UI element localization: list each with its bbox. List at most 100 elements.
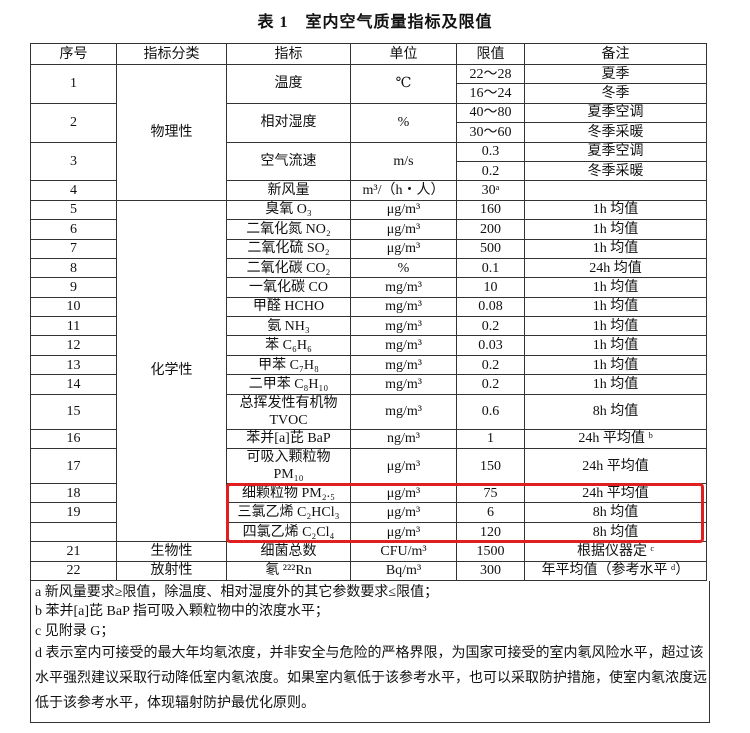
note-cell: 1h 均值: [524, 219, 707, 240]
limit-value-cell: 0.2: [456, 316, 525, 337]
category-cell: 放射性: [116, 560, 227, 581]
unit-cell: %: [350, 257, 457, 279]
row-number: 19: [30, 502, 117, 523]
unit-cell: mg/m³: [350, 374, 457, 395]
limit-value-cell: 0.1: [456, 257, 525, 279]
table-row: 30～60 冬季采暖: [31, 122, 707, 143]
table-row: 10 甲醛 HCHO mg/m³ 0.08 1h 均值: [30, 296, 707, 318]
indicator-cell: 氨 NH₃: [226, 316, 351, 337]
indicator-cell: 二氧化碳 CO₂: [226, 257, 351, 279]
note-cell: 8h 均值: [524, 502, 707, 523]
limit-value-cell: 200: [456, 219, 525, 240]
row-number: 15: [30, 393, 117, 430]
unit-cell: μg/m³: [350, 199, 457, 221]
indicator-cell: 温度: [226, 64, 351, 104]
note-cell: 24h 平均值: [524, 483, 707, 504]
row-number: 6: [30, 219, 117, 240]
unit-cell: Bq/m³: [350, 560, 457, 581]
indicator-cell: 细颗粒物 PM₂.₅: [226, 483, 351, 504]
note-cell: 夏季: [524, 63, 707, 85]
row-number: 14: [30, 374, 117, 395]
row-number: 22: [30, 560, 117, 581]
table-row: 18 细颗粒物 PM₂.₅ μg/m³ 75 24h 平均值: [30, 483, 707, 504]
table-row: 14 二甲苯 C₈H₁₀ mg/m³ 0.2 1h 均值: [30, 374, 707, 395]
indoor-air-quality-table-container: 序号 指标分类 指标 单位 限值 备注 1 物理性 温度 ℃ 22～28 夏季 16～24 冬…: [30, 43, 710, 724]
note-cell: 1h 均值: [524, 335, 707, 356]
table-row: 0.2 冬季采暖: [31, 160, 707, 182]
unit-cell: CFU/m³: [350, 541, 457, 562]
row-number: 9: [30, 277, 117, 298]
table-row: 6 二氧化氮 NO₂ μg/m³ 200 1h 均值: [30, 219, 707, 240]
table-row: 1 物理性 温度 ℃ 22～28 夏季: [30, 63, 707, 201]
limit-value-cell: 0.6: [456, 393, 525, 430]
limit-value-cell: 0.2: [456, 160, 525, 182]
unit-cell: %: [350, 102, 457, 143]
indicator-cell: 相对湿度: [226, 102, 351, 143]
unit-cell: m/s: [350, 141, 457, 182]
limit-value-cell: 1500: [456, 541, 525, 562]
footnote-c: c 见附录 G；: [35, 623, 115, 639]
note-cell: 1h 均值: [524, 277, 707, 298]
row-number: 18: [30, 483, 117, 504]
row-number: 5: [30, 199, 117, 221]
table-row: 19 三氯乙烯 C₂HCl₃ μg/m³ 6 8h 均值: [30, 502, 707, 523]
table-row: 22 放射性氡 ²²²Rn Bq/m³ 300 年平均值（参考水平 ᵈ）: [30, 560, 707, 581]
unit-cell: mg/m³: [350, 316, 457, 337]
indicator-cell: 二甲苯 C₈H₁₀: [226, 374, 351, 395]
row-number: 1: [30, 64, 117, 104]
footnote-d: d 表示室内可接受的最大年均氡浓度，并非安全与危险的严格界限，为国家可接受的室内…: [35, 646, 707, 712]
row-number: 3: [30, 141, 117, 182]
unit-cell: mg/m³: [350, 296, 457, 318]
limit-value-cell: 150: [456, 448, 525, 485]
unit-cell: μg/m³: [350, 483, 457, 504]
limit-value-cell: 30～60: [456, 122, 525, 143]
table-row: 2 相对湿度% 40～80 夏季空调: [30, 102, 707, 143]
note-cell: 冬季采暖: [524, 122, 707, 143]
note-cell: 24h 平均值: [524, 448, 707, 485]
limit-value-cell: 6: [456, 502, 525, 523]
limit-value-cell: 1: [456, 428, 525, 450]
table-row: 5 化学性 臭氧 O₃ μg/m³ 160 1h 均值: [30, 199, 707, 543]
row-number: [30, 521, 117, 543]
note-cell: 夏季空调: [524, 102, 707, 124]
limit-value-cell: 0.03: [456, 335, 525, 356]
note-cell: 8h 均值: [524, 393, 707, 430]
table-row: 17 可吸入颗粒物 PM₁₀ μg/m³ 150 24h 平均值: [30, 448, 707, 485]
row-number: 16: [30, 428, 117, 450]
footnotes: a 新风量要求≥限值，除温度、相对湿度外的其它参数要求≤限值； b 苯并[a]芘…: [30, 580, 710, 724]
indicator-cell: 总挥发性有机物 TVOC: [226, 393, 351, 430]
footnote-b: b 苯并[a]芘 BaP 指可吸入颗粒物中的浓度水平；: [35, 604, 329, 620]
unit-cell: m³/（h・人）: [350, 180, 457, 201]
note-cell: 1h 均值: [524, 374, 707, 395]
row-number: 2: [30, 102, 117, 143]
note-cell: 1h 均值: [524, 296, 707, 318]
row-number: 13: [30, 354, 117, 376]
indicator-cell: 一氧化碳 CO: [226, 277, 351, 298]
row-number: 21: [30, 541, 117, 562]
unit-cell: μg/m³: [350, 502, 457, 523]
indicator-cell: 四氯乙烯 C₂Cl₄: [226, 521, 351, 543]
unit-cell: μg/m³: [350, 521, 457, 543]
row-number: 4: [30, 180, 117, 201]
header-no: 序号: [30, 43, 117, 65]
note-cell: 24h 平均值 ᵇ: [524, 428, 707, 450]
note-cell: 根据仪器定 ᶜ: [524, 541, 707, 562]
unit-cell: mg/m³: [350, 277, 457, 298]
limit-value-cell: 0.3: [456, 141, 525, 162]
unit-cell: μg/m³: [350, 219, 457, 240]
row-number: 17: [30, 448, 117, 485]
table-row: 4 新风量 m³/（h・人） 30ᵃ: [30, 180, 707, 201]
indicator-cell: 可吸入颗粒物 PM₁₀: [226, 448, 351, 485]
limit-value-cell: 16～24: [456, 83, 525, 104]
indicator-cell: 苯 C₆H₆: [226, 335, 351, 356]
note-cell: 1h 均值: [524, 238, 707, 259]
table-row: 四氯乙烯 C₂Cl₄ μg/m³ 120 8h 均值: [30, 521, 707, 543]
header-category: 指标分类: [116, 43, 227, 65]
row-number: 12: [30, 335, 117, 356]
row-number: 11: [30, 316, 117, 337]
limit-value-cell: 30ᵃ: [456, 180, 525, 201]
table-row: 8 二氧化碳 CO₂% 0.1 24h 均值: [30, 257, 707, 279]
limit-value-cell: 40～80: [456, 102, 525, 124]
unit-cell: ℃: [350, 64, 457, 104]
header-indicator: 指标: [226, 43, 351, 65]
